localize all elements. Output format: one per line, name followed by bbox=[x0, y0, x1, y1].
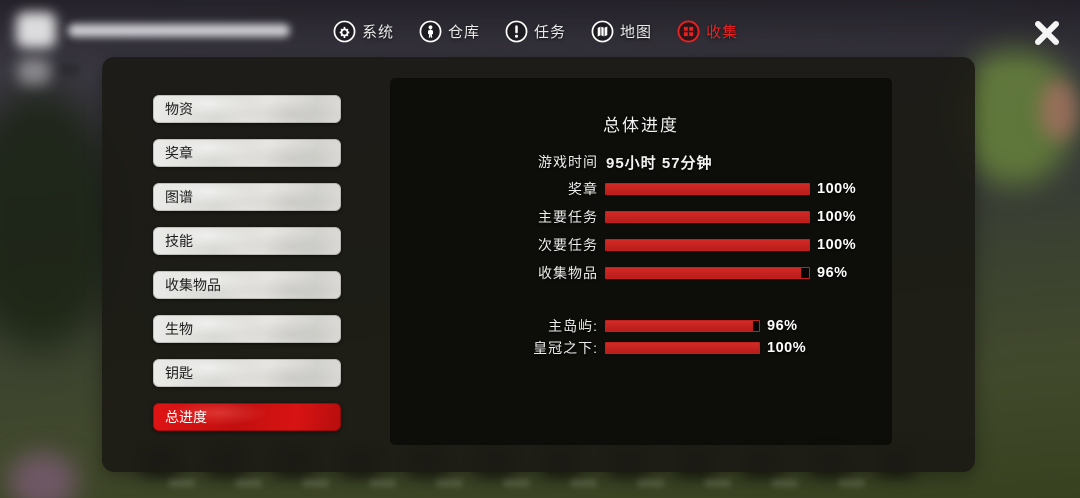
progress-label: 收集物品 bbox=[538, 265, 598, 281]
progress-bar-fill bbox=[606, 240, 809, 250]
progress-row-collectibles: 收集物品 96% bbox=[390, 261, 892, 285]
area-progress-bar-fill bbox=[606, 343, 759, 353]
sidebar-item-creatures[interactable]: 生物 bbox=[153, 315, 341, 343]
area-percent: 100% bbox=[767, 340, 807, 356]
progress-label: 主要任务 bbox=[538, 209, 598, 225]
area-row-beneath-the-crown: 皇冠之下: 100% bbox=[390, 336, 892, 360]
sidebar-item-total-progress[interactable]: 总进度 bbox=[153, 403, 341, 431]
person-icon bbox=[419, 20, 442, 42]
page-title: 总体进度 bbox=[603, 116, 679, 135]
collection-panel: 物资 奖章 图谱 技能 收集物品 生物 钥匙 总进度 总体进度 游戏时间 95小… bbox=[102, 57, 975, 472]
progress-bar bbox=[605, 211, 810, 223]
tab-label-tasks: 任务 bbox=[534, 23, 567, 41]
sidebar-item-atlas[interactable]: 图谱 bbox=[153, 183, 341, 211]
hud-player-icon-blur bbox=[16, 12, 56, 48]
collection-icon bbox=[677, 19, 700, 43]
progress-bar-fill bbox=[606, 268, 801, 278]
progress-percent: 100% bbox=[817, 181, 857, 197]
progress-row-side-tasks: 次要任务 100% bbox=[390, 233, 892, 257]
tab-collection[interactable]: 收集 bbox=[677, 19, 739, 43]
sidebar-item-supplies[interactable]: 物资 bbox=[153, 95, 341, 123]
overall-progress-panel: 总体进度 游戏时间 95小时 57分钟 奖章 100% 主要任务 100% bbox=[390, 78, 892, 445]
area-row-main-island: 主岛屿: 96% bbox=[390, 314, 892, 338]
progress-bar-fill bbox=[606, 212, 809, 222]
sidebar-item-keys[interactable]: 钥匙 bbox=[153, 359, 341, 387]
progress-label: 奖章 bbox=[568, 181, 598, 197]
map-icon bbox=[591, 20, 614, 42]
area-progress-bar-fill bbox=[606, 321, 753, 331]
progress-bar-fill bbox=[606, 184, 809, 194]
progress-bar bbox=[605, 267, 810, 279]
progress-label: 次要任务 bbox=[538, 237, 598, 253]
area-progress-bar bbox=[605, 342, 760, 354]
tab-label-map: 地图 bbox=[620, 23, 653, 41]
progress-bar bbox=[605, 239, 810, 251]
progress-percent: 96% bbox=[817, 265, 848, 281]
playtime-label: 游戏时间 bbox=[538, 154, 598, 170]
sidebar-item-collectibles[interactable]: 收集物品 bbox=[153, 271, 341, 299]
top-tab-bar: 系统 仓库 任务 地图 bbox=[333, 0, 738, 62]
progress-percent: 100% bbox=[817, 209, 857, 225]
hud-secondary-icon-blur bbox=[18, 58, 50, 85]
sidebar: 物资 奖章 图谱 技能 收集物品 生物 钥匙 总进度 bbox=[153, 95, 341, 431]
background-flower-blob bbox=[8, 452, 78, 498]
tab-label-warehouse: 仓库 bbox=[448, 23, 481, 41]
hud-text-smudge bbox=[58, 64, 80, 75]
tab-warehouse[interactable]: 仓库 bbox=[419, 20, 480, 43]
tab-map[interactable]: 地图 bbox=[591, 20, 652, 43]
close-icon[interactable] bbox=[1030, 16, 1064, 50]
playtime-value: 95小时 57分钟 bbox=[606, 154, 713, 172]
progress-row-main-tasks: 主要任务 100% bbox=[390, 205, 892, 229]
hotbar-dots-blur bbox=[168, 479, 865, 487]
sidebar-item-medals[interactable]: 奖章 bbox=[153, 139, 341, 167]
gear-icon bbox=[333, 20, 356, 42]
background-pink-blob bbox=[1040, 80, 1078, 140]
hud-health-bar-blur bbox=[68, 24, 290, 37]
area-label: 皇冠之下: bbox=[533, 340, 598, 356]
exclamation-icon bbox=[505, 20, 528, 42]
tab-label-collection: 收集 bbox=[706, 23, 739, 41]
progress-percent: 100% bbox=[817, 237, 857, 253]
area-label: 主岛屿: bbox=[548, 318, 598, 334]
tab-tasks[interactable]: 任务 bbox=[505, 20, 566, 43]
area-percent: 96% bbox=[767, 318, 798, 334]
progress-bar bbox=[605, 183, 810, 195]
sidebar-item-skills[interactable]: 技能 bbox=[153, 227, 341, 255]
tab-system[interactable]: 系统 bbox=[333, 20, 394, 43]
playtime-row: 游戏时间 95小时 57分钟 bbox=[390, 150, 892, 174]
area-progress-bar bbox=[605, 320, 760, 332]
progress-row-medals: 奖章 100% bbox=[390, 177, 892, 201]
tab-label-system: 系统 bbox=[362, 23, 395, 41]
